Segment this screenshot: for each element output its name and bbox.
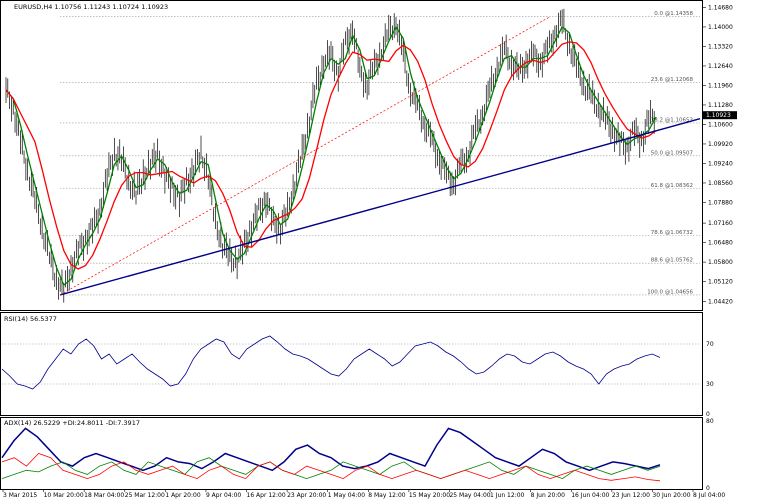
adx-series: 80 0	[1, 418, 714, 492]
rsi-panel	[0, 312, 703, 416]
price-tick-label: 1.11280	[708, 102, 733, 109]
fib-level-label: 0.0 @1.14358	[654, 11, 693, 17]
plus-di-line	[1, 457, 661, 480]
price-tick-label: 1.09920	[708, 141, 733, 148]
price-tick-label: 1.14000	[708, 24, 733, 31]
x-tick-label: 25 Mar 12:00	[125, 492, 165, 499]
adx-tick-label: 0	[706, 485, 710, 492]
rsi-tick-label: 0	[706, 411, 710, 418]
rsi-line	[1, 335, 661, 390]
price-tick-label: 1.12640	[708, 63, 733, 70]
price-tick-label: 1.06480	[708, 240, 733, 247]
x-tick-label: 23 Apr 20:00	[287, 492, 326, 499]
price-tick-label: 1.04420	[708, 299, 733, 306]
adx-title: ADX(14) 26.5229 +DI:24.8011 -DI:7.3917	[4, 419, 140, 427]
price-tick-label: 1.14680	[708, 4, 733, 11]
adx-tick-label: 80	[706, 418, 714, 425]
x-tick-label: 1 Jun 12:00	[490, 492, 524, 499]
rsi-tick-label: 70	[706, 341, 714, 348]
price-tick-label: 1.09240	[708, 160, 733, 167]
x-tick-label: 3 Mar 2015	[3, 492, 37, 499]
x-tick-label: 10 Mar 20:00	[44, 492, 84, 499]
fib-level-label: 78.6 @1.06732	[651, 230, 693, 236]
adx-line	[1, 427, 661, 472]
x-axis: 3 Mar 2015 10 Mar 20:00 18 Mar 04:00 25 Mar…	[2, 489, 725, 499]
price-tick-label: 1.11960	[708, 82, 733, 89]
x-tick-label: 16 Apr 12:00	[247, 492, 286, 499]
rsi-tick-label: 30	[706, 381, 714, 388]
rsi-title: RSI(14) 56.5377	[4, 315, 57, 323]
rsi-series: 70 30 0	[1, 335, 714, 418]
fib-level-label: 61.8 @1.08362	[651, 183, 693, 189]
x-tick-label: 1 May 04:00	[328, 492, 366, 499]
price-tick-label: 1.07880	[708, 199, 733, 206]
fib-level-label: 100.0 @1.04656	[647, 289, 693, 295]
x-tick-label: 23 Jun 12:00	[612, 492, 650, 499]
price-tick-label: 1.10600	[708, 121, 733, 128]
fib-level-label: 38.2 @1.10653	[651, 117, 694, 123]
fib-level-label: 88.6 @1.05762	[651, 258, 693, 264]
fib-levels: 0.0 @1.14358 23.6 @1.12068 38.2 @1.10653 50…	[60, 11, 700, 295]
minus-di-line	[1, 453, 661, 482]
fib-diagonal-line	[59, 16, 551, 296]
x-tick-label: 15 May 20:00	[409, 492, 450, 499]
price-tick-label: 1.08560	[708, 180, 733, 187]
price-tick-label: 1.05800	[708, 259, 733, 266]
x-tick-label: 25 May 04:00	[449, 492, 490, 499]
x-tick-label: 8 Jun 20:00	[531, 492, 565, 499]
price-y-axis: 1.14680 1.14000 1.13320 1.12640 1.11960 1.112…	[702, 4, 737, 306]
x-tick-label: 9 Apr 04:00	[206, 492, 241, 499]
fib-level-label: 23.6 @1.12068	[651, 77, 694, 83]
x-tick-label: 30 Jun 20:00	[652, 492, 690, 499]
price-tick-label: 1.07160	[708, 220, 733, 227]
price-tick-label: 1.05120	[708, 279, 733, 286]
adx-panel	[0, 417, 703, 490]
ma-slow-line	[5, 41, 657, 270]
x-tick-label: 8 May 12:00	[368, 492, 406, 499]
x-tick-label: 16 Jun 04:00	[571, 492, 609, 499]
fib-level-label: 50.0 @1.09507	[651, 150, 694, 156]
price-title: EURUSD,H4 1.10756 1.11243 1.10724 1.1092…	[14, 3, 168, 11]
current-price-label: 1.10923	[706, 112, 731, 119]
trendline	[59, 118, 701, 296]
ma-fast-line	[5, 25, 657, 287]
price-series	[5, 8, 701, 303]
price-tick-label: 1.13320	[708, 43, 733, 50]
current-price-tag	[703, 111, 737, 120]
x-tick-label: 8 Jul 04:00	[693, 492, 725, 499]
x-tick-label: 18 Mar 04:00	[84, 492, 124, 499]
x-tick-label: 1 Apr 20:00	[165, 492, 200, 499]
